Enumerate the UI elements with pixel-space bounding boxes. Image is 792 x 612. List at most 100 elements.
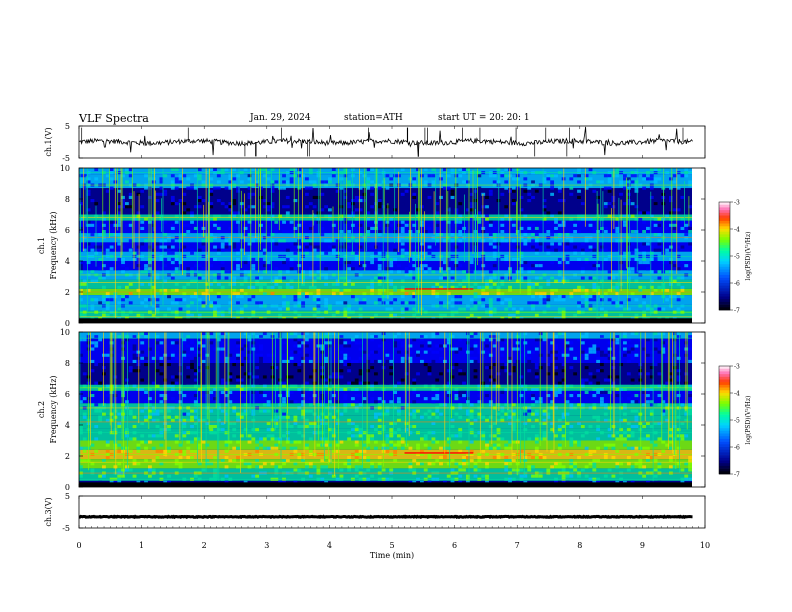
spec1-cell [600,180,604,184]
spec2-cell [366,446,371,450]
spec2-cell [623,387,627,391]
spec1-cell [527,192,532,196]
spec1-cell [301,301,306,305]
spec1-cell [320,226,325,230]
spec1-cell [343,276,348,280]
spec1-cell [665,205,670,209]
spec2-cell [236,446,240,450]
spec2-cell [117,421,122,425]
spec1-cell [117,316,122,320]
spec2-cell [370,350,375,354]
spec2-cell [600,397,604,401]
spec2-cell [688,394,693,398]
spec1-cell [312,245,317,249]
spec1-cell [607,270,612,274]
spec2-cell [550,387,555,391]
spec1-cell [619,195,624,199]
spec1-cell [193,279,198,283]
spec1-cell [458,174,463,178]
spec1-cell [527,186,532,190]
spec2-cell [508,446,512,450]
spec2-cell [148,403,152,407]
spec2-cell [615,394,620,398]
spec1-cell [569,192,574,196]
spec1-cell [577,180,581,184]
spec2-cell [155,350,160,354]
spec1-cell [282,316,286,320]
spec2-cell [500,338,505,342]
spec1-cell [515,177,520,181]
spec1-cell [305,245,309,249]
spec1-cell [454,295,459,299]
spec2-cell [466,400,470,404]
spec1-cell [435,292,440,296]
spec1-cell [347,307,352,311]
spec2-cell [542,338,547,342]
spec1-cell [224,270,229,274]
spec2-cell [121,412,125,416]
spec1-band [79,295,692,305]
spec1-cell [370,279,375,283]
spec1-cell [305,248,309,252]
spec2-cell [82,449,87,453]
spec2-cell [182,394,187,398]
spec2-cell [588,381,593,385]
spec1-cell [557,307,562,311]
spec1-cell [646,307,650,311]
spec2-cell [423,412,428,416]
spec1-cell [339,217,344,221]
spec2-cell [446,394,451,398]
spec1-cell [531,180,535,184]
spec1-cell [174,257,179,261]
spec1-cell [488,301,493,305]
spec2-cell [523,332,528,336]
spec1-cell [588,208,593,212]
spec2-cell [400,356,405,360]
spec1-cell [672,189,677,193]
spec1-cell [259,195,263,199]
spec2-band [79,390,692,404]
spec1-cell [672,279,677,283]
spec2-cell [423,443,428,447]
spec2-cell [504,443,509,447]
spec2-cell [542,418,547,422]
spec2-cell [282,480,286,484]
spec2-cell [653,338,658,342]
spec2-cell [603,390,608,394]
spec2-cell [174,434,179,438]
spec2-cell [159,462,164,466]
spec1-cell [676,205,681,209]
spec2-cell [343,363,348,367]
spec1-cell [450,233,455,237]
spec1-cell [511,226,516,230]
spec1-cell [316,270,321,274]
spec2-cell [443,480,447,484]
spec1-cell [469,261,474,265]
spec2-cell [511,403,516,407]
spec2-cell [324,384,329,388]
spec2-cell [90,341,95,345]
spec1-cell [492,264,497,268]
spec2-cell [289,425,294,429]
spec1-cell [592,226,597,230]
spec2-cell [596,418,601,422]
spec1-cell [385,279,390,283]
spec2-cell [607,378,612,382]
spec1-cell [236,174,240,178]
spec1-cell [228,226,233,230]
spec1-cell [170,239,175,243]
spec2-cell [527,350,532,354]
spec2-cell [469,332,474,336]
spec1-cell [488,298,493,302]
spec1-cell [592,288,597,292]
spec1-cell [144,202,148,206]
spec1-cell [496,298,501,302]
spec1-cell [634,174,639,178]
spec2-cell [600,378,604,382]
spec1-cell [239,295,244,299]
spec2-cell [588,375,593,379]
spec2-cell [546,415,551,419]
spec1-cell [190,214,194,218]
spec2-cell [163,428,168,432]
spec1-cell [270,239,275,243]
